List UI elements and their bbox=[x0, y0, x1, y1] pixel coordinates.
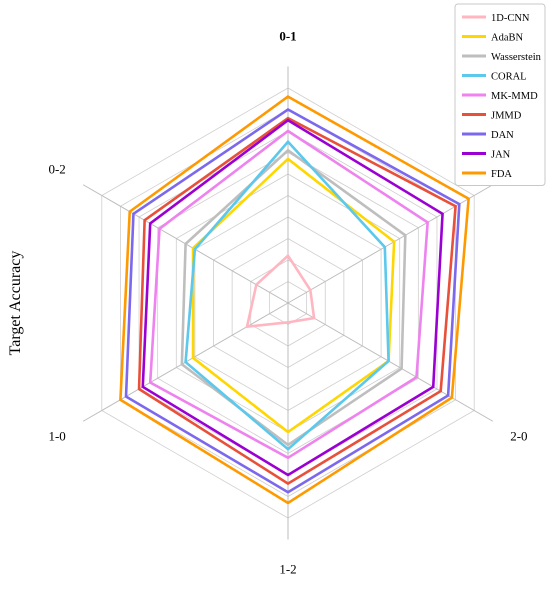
legend-label: Wasserstein bbox=[491, 52, 542, 63]
series-mk-mmd bbox=[148, 129, 429, 460]
legend-label: JAN bbox=[491, 150, 511, 161]
y-axis-label: Target Accuracy bbox=[7, 251, 24, 356]
legend-label: CORAL bbox=[491, 72, 527, 83]
series-group bbox=[119, 95, 470, 505]
series-jan bbox=[141, 118, 444, 477]
series-wasserstein bbox=[180, 148, 407, 447]
legend-label: FDA bbox=[491, 169, 512, 180]
axis-spoke bbox=[287, 302, 494, 422]
series-dan bbox=[124, 107, 461, 494]
series-adabn bbox=[191, 157, 396, 434]
series-fda bbox=[119, 95, 470, 505]
series-coral bbox=[184, 139, 390, 451]
radar-grid bbox=[82, 66, 494, 540]
legend-label: 1D-CNN bbox=[491, 13, 530, 24]
legend-label: DAN bbox=[491, 130, 514, 141]
axis-label: 1-2 bbox=[279, 562, 296, 577]
series-1d-cnn bbox=[245, 253, 316, 329]
legend-label: MK-MMD bbox=[491, 91, 538, 102]
legend-label: JMMD bbox=[491, 111, 522, 122]
legend-box bbox=[454, 3, 546, 186]
axis-label: 2-0 bbox=[510, 428, 527, 443]
axis-label: 1-0 bbox=[48, 428, 65, 443]
legend-label: AdaBN bbox=[491, 33, 523, 44]
series-jmmd bbox=[137, 116, 457, 486]
legend: 1D-CNN AdaBN Wasserstein CORAL MK-MMD JMMD DAN… bbox=[454, 3, 546, 186]
axis-label: 0-1 bbox=[279, 28, 296, 43]
axis-label: 0-2 bbox=[48, 162, 65, 177]
